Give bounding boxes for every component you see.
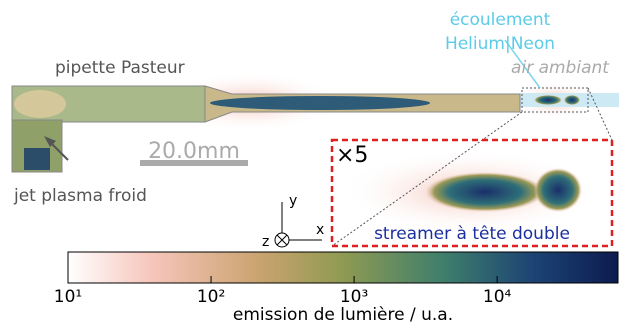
figure: pipette Pasteur écoulement Helium|Neon a… [0,0,619,327]
label-pipette: pipette Pasteur [55,58,185,78]
tick-label: 10¹ [54,287,82,307]
tick-label: 10² [197,287,225,307]
axis-x: x [316,222,324,238]
tick-label: 10³ [340,287,368,307]
axis-z: z [262,234,269,250]
label-streamer: streamer à tête double [374,224,570,244]
label-jet: jet plasma froid [13,186,147,206]
label-scale: 20.0mm [148,139,240,164]
label-zoom: ×5 [336,143,368,168]
label-flow-gas: Helium|Neon [445,34,555,54]
axis-y: y [289,193,297,209]
label-flow: écoulement [450,10,551,30]
label-air: air ambiant [511,58,610,78]
colorbar [68,252,618,283]
colorbar-label: emission de lumière / u.a. [233,305,453,325]
tick-label: 10⁴ [483,287,512,307]
